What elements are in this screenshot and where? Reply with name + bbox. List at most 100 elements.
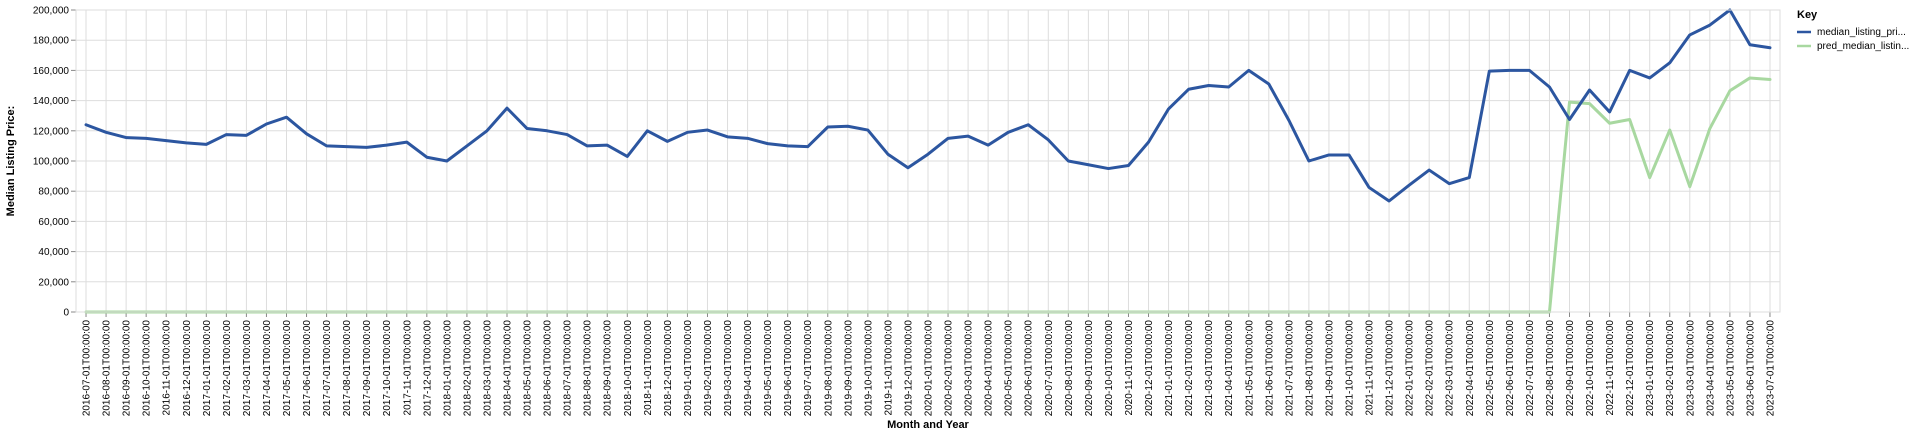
x-tick-label: 2020-04-01T00:00:00: [984, 320, 995, 417]
y-tick-label: 160,000: [33, 66, 70, 77]
x-tick-label: 2016-11-01T00:00:00: [162, 320, 173, 416]
legend-label-0: median_listing_pri...: [1817, 27, 1906, 38]
y-tick-label: 100,000: [33, 157, 70, 168]
x-tick-label: 2019-07-01T00:00:00: [803, 320, 814, 417]
x-tick-label: 2021-10-01T00:00:00: [1344, 320, 1355, 417]
x-tick-label: 2016-10-01T00:00:00: [142, 320, 153, 417]
x-tick-label: 2019-03-01T00:00:00: [723, 320, 734, 417]
y-tick-label: 60,000: [38, 217, 69, 228]
x-tick-label: 2020-06-01T00:00:00: [1024, 320, 1035, 417]
y-tick-label: 20,000: [38, 277, 69, 288]
x-tick-label: 2017-04-01T00:00:00: [262, 320, 273, 417]
series-line-0: [84, 8, 1772, 203]
x-tick-label: 2021-02-01T00:00:00: [1184, 320, 1195, 417]
x-tick-label: 2022-07-01T00:00:00: [1525, 320, 1536, 417]
x-tick-label: 2018-03-01T00:00:00: [482, 320, 493, 417]
x-tick-label: 2021-08-01T00:00:00: [1304, 320, 1315, 417]
x-tick-label: 2022-11-01T00:00:00: [1605, 320, 1616, 416]
x-tick-label: 2017-07-01T00:00:00: [322, 320, 333, 417]
x-tick-label: 2020-01-01T00:00:00: [924, 320, 935, 417]
x-tick-label: 2017-12-01T00:00:00: [422, 320, 433, 417]
x-tick-label: 2023-05-01T00:00:00: [1725, 320, 1736, 417]
y-axis-title: Median Listing Price:: [5, 106, 17, 217]
x-tick-label: 2018-12-01T00:00:00: [663, 320, 674, 417]
y-tick-label: 0: [63, 308, 69, 319]
x-tick-label: 2023-02-01T00:00:00: [1665, 320, 1676, 417]
x-tick-label: 2023-06-01T00:00:00: [1745, 320, 1756, 417]
y-tick-label: 200,000: [33, 6, 70, 17]
y-tick-label: 140,000: [33, 96, 70, 107]
x-tick-label: 2017-10-01T00:00:00: [382, 320, 393, 417]
x-tick-label: 2016-07-01T00:00:00: [82, 320, 93, 417]
x-tick-label: 2019-05-01T00:00:00: [763, 320, 774, 417]
x-tick-label: 2020-08-01T00:00:00: [1064, 320, 1075, 417]
grid-lines: [76, 9, 1780, 313]
x-tick-label: 2022-01-01T00:00:00: [1405, 320, 1416, 417]
x-tick-label: 2018-06-01T00:00:00: [543, 320, 554, 417]
x-tick-label: 2018-04-01T00:00:00: [503, 320, 514, 417]
x-tick-label: 2021-09-01T00:00:00: [1324, 320, 1335, 417]
x-tick-label: 2021-01-01T00:00:00: [1164, 320, 1175, 417]
x-tick-label: 2016-12-01T00:00:00: [182, 320, 193, 417]
x-tick-label: 2022-05-01T00:00:00: [1485, 320, 1496, 417]
x-tick-label: 2018-02-01T00:00:00: [462, 320, 473, 417]
x-tick-label: 2020-07-01T00:00:00: [1044, 320, 1055, 417]
x-tick-label: 2018-09-01T00:00:00: [603, 320, 614, 417]
x-tick-label: 2017-05-01T00:00:00: [282, 320, 293, 417]
x-tick-label: 2017-11-01T00:00:00: [402, 320, 413, 416]
x-tick-label: 2018-11-01T00:00:00: [643, 320, 654, 416]
x-tick-label: 2018-05-01T00:00:00: [523, 320, 534, 417]
x-tick-label: 2021-06-01T00:00:00: [1264, 320, 1275, 417]
x-tick-label: 2022-03-01T00:00:00: [1445, 320, 1456, 417]
x-tick-label: 2021-07-01T00:00:00: [1284, 320, 1295, 417]
x-axis: 2016-07-01T00:00:00 2016-08-01T00:00:00 20…: [76, 311, 1780, 417]
legend-label-1: pred_median_listin...: [1817, 41, 1909, 52]
x-tick-label: 2019-02-01T00:00:00: [703, 320, 714, 417]
x-tick-label: 2023-03-01T00:00:00: [1685, 320, 1696, 417]
legend: Key median_listing_pri... pred_median_lis…: [1797, 9, 1909, 52]
x-tick-label: 2018-08-01T00:00:00: [583, 320, 594, 417]
x-tick-label: 2020-12-01T00:00:00: [1144, 320, 1155, 417]
x-tick-label: 2019-01-01T00:00:00: [683, 320, 694, 417]
x-tick-label: 2021-05-01T00:00:00: [1244, 320, 1255, 417]
x-tick-label: 2017-01-01T00:00:00: [202, 320, 213, 417]
x-tick-label: 2020-03-01T00:00:00: [964, 320, 975, 417]
x-tick-label: 2023-04-01T00:00:00: [1705, 320, 1716, 417]
y-tick-label: 80,000: [38, 187, 69, 198]
x-tick-label: 2018-01-01T00:00:00: [442, 320, 453, 417]
x-tick-label: 2019-12-01T00:00:00: [903, 320, 914, 417]
x-tick-label: 2021-11-01T00:00:00: [1365, 320, 1376, 416]
x-tick-label: 2023-07-01T00:00:00: [1765, 320, 1776, 417]
x-tick-label: 2019-08-01T00:00:00: [823, 320, 834, 417]
x-tick-label: 2019-04-01T00:00:00: [743, 320, 754, 417]
x-tick-label: 2022-08-01T00:00:00: [1545, 320, 1556, 417]
x-tick-label: 2017-02-01T00:00:00: [222, 320, 233, 417]
x-axis-title: Month and Year: [887, 419, 969, 431]
x-tick-label: 2017-08-01T00:00:00: [342, 320, 353, 417]
x-tick-label: 2020-05-01T00:00:00: [1004, 320, 1015, 417]
y-tick-label: 120,000: [33, 126, 70, 137]
x-tick-label: 2018-07-01T00:00:00: [563, 320, 574, 417]
x-tick-label: 2022-12-01T00:00:00: [1625, 320, 1636, 417]
y-tick-label: 40,000: [38, 247, 69, 258]
x-tick-label: 2020-10-01T00:00:00: [1104, 320, 1115, 417]
x-tick-label: 2018-10-01T00:00:00: [623, 320, 634, 417]
x-tick-label: 2021-04-01T00:00:00: [1224, 320, 1235, 417]
x-tick-label: 2021-12-01T00:00:00: [1385, 320, 1396, 417]
x-tick-label: 2016-08-01T00:00:00: [102, 320, 113, 417]
x-tick-label: 2020-02-01T00:00:00: [944, 320, 955, 417]
x-tick-label: 2019-09-01T00:00:00: [843, 320, 854, 417]
x-tick-label: 2020-11-01T00:00:00: [1124, 320, 1135, 416]
x-tick-label: 2020-09-01T00:00:00: [1084, 320, 1095, 417]
x-tick-label: 2022-09-01T00:00:00: [1565, 320, 1576, 417]
x-tick-label: 2022-02-01T00:00:00: [1425, 320, 1436, 417]
x-tick-label: 2019-06-01T00:00:00: [783, 320, 794, 417]
x-tick-label: 2022-06-01T00:00:00: [1505, 320, 1516, 417]
x-tick-label: 2017-06-01T00:00:00: [302, 320, 313, 417]
x-tick-label: 2019-10-01T00:00:00: [863, 320, 874, 417]
y-axis: 0 20,000 40,000 60,000 80,000 100,000 120,000 1…: [33, 6, 77, 319]
plot-frame: [75, 9, 1781, 313]
x-tick-label: 2023-01-01T00:00:00: [1645, 320, 1656, 417]
x-tick-label: 2019-11-01T00:00:00: [883, 320, 894, 416]
